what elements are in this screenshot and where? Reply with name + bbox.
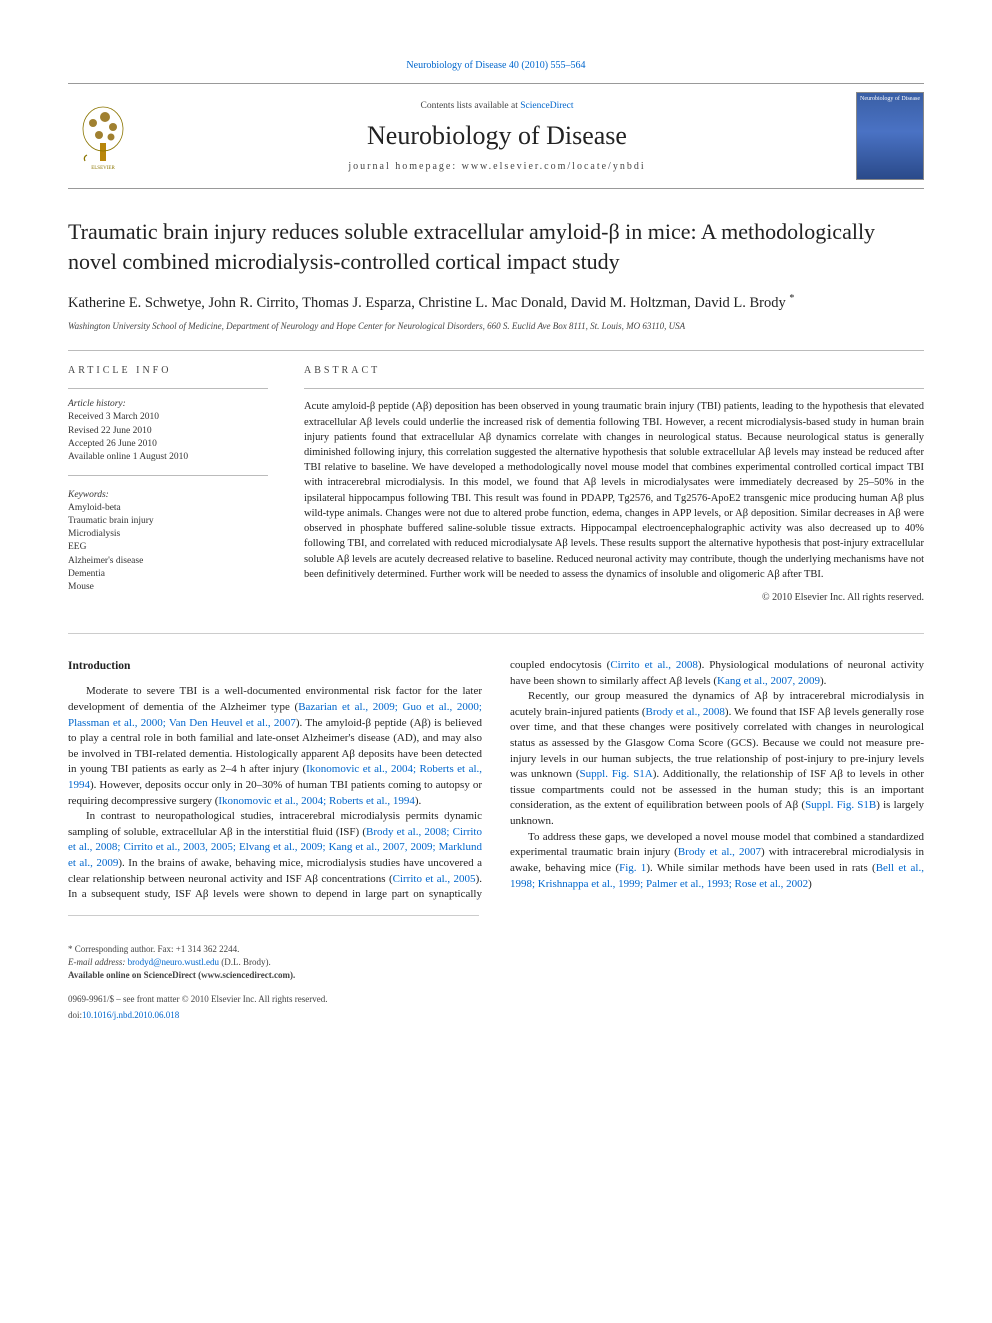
citation-link[interactable]: Cirrito et al., 2005 (393, 873, 476, 885)
svg-text:ELSEVIER: ELSEVIER (91, 166, 115, 171)
revised-date: Revised 22 June 2010 (68, 425, 268, 438)
keywords-label: Keywords: (68, 490, 268, 500)
intro-paragraph: To address these gaps, we developed a no… (510, 830, 924, 892)
doi: doi:10.1016/j.nbd.2010.06.018 (68, 1010, 479, 1020)
email-line: E-mail address: brodyd@neuro.wustl.edu (… (68, 957, 479, 967)
divider (68, 633, 924, 634)
citation-link[interactable]: Neurobiology of Disease 40 (2010) 555–56… (406, 60, 585, 71)
divider (68, 388, 268, 389)
intro-paragraph: Recently, our group measured the dynamic… (510, 689, 924, 829)
citation-link[interactable]: Cirrito et al., 2008 (610, 659, 698, 671)
keyword: EEG (68, 541, 268, 554)
journal-name: Neurobiology of Disease (150, 121, 844, 151)
keyword: Microdialysis (68, 528, 268, 541)
history-label: Article history: (68, 399, 268, 409)
divider (68, 475, 268, 476)
keyword: Dementia (68, 568, 268, 581)
copyright: © 2010 Elsevier Inc. All rights reserved… (304, 592, 924, 603)
keyword: Traumatic brain injury (68, 515, 268, 528)
citation-link[interactable]: Suppl. Fig. S1A (580, 768, 653, 780)
journal-banner: ELSEVIER Contents lists available at Sci… (68, 83, 924, 189)
email-link[interactable]: brodyd@neuro.wustl.edu (128, 957, 219, 967)
doi-link[interactable]: 10.1016/j.nbd.2010.06.018 (82, 1010, 179, 1020)
affiliation: Washington University School of Medicine… (68, 320, 924, 332)
availability: Available online on ScienceDirect (www.s… (68, 970, 479, 980)
citation-link[interactable]: Brody et al., 2008 (646, 706, 725, 718)
citation-link[interactable]: Ikonomovic et al., 2004; Roberts et al.,… (218, 795, 414, 807)
article-info-heading: article info (68, 365, 268, 376)
citation-link[interactable]: Brody et al., 2007 (678, 846, 761, 858)
abstract-text: Acute amyloid-β peptide (Aβ) deposition … (304, 399, 924, 582)
intro-paragraph: Moderate to severe TBI is a well-documen… (68, 684, 482, 809)
corresponding-author: * Corresponding author. Fax: +1 314 362 … (68, 944, 479, 954)
abstract-heading: abstract (304, 365, 924, 376)
citation-header: Neurobiology of Disease 40 (2010) 555–56… (68, 60, 924, 71)
front-matter: 0969-9961/$ – see front matter © 2010 El… (68, 994, 479, 1004)
introduction-heading: Introduction (68, 658, 482, 674)
corresponding-mark: * (789, 293, 794, 304)
elsevier-tree-icon: ELSEVIER (75, 101, 131, 171)
citation-link[interactable]: Fig. 1 (619, 862, 646, 874)
online-date: Available online 1 August 2010 (68, 451, 268, 464)
keyword: Amyloid-beta (68, 502, 268, 515)
sciencedirect-link[interactable]: ScienceDirect (520, 101, 573, 111)
author-list: Katherine E. Schwetye, John R. Cirrito, … (68, 292, 924, 314)
keyword: Mouse (68, 581, 268, 594)
journal-homepage: journal homepage: www.elsevier.com/locat… (150, 161, 844, 172)
divider (68, 350, 924, 351)
journal-cover-thumbnail: Neurobiology of Disease (856, 92, 924, 180)
accepted-date: Accepted 26 June 2010 (68, 438, 268, 451)
divider (68, 915, 479, 916)
received-date: Received 3 March 2010 (68, 411, 268, 424)
citation-link[interactable]: Kang et al., 2007, 2009 (717, 675, 820, 687)
divider (304, 388, 924, 389)
contents-available: Contents lists available at ScienceDirec… (150, 101, 844, 111)
elsevier-logo: ELSEVIER (68, 96, 138, 176)
keyword: Alzheimer's disease (68, 555, 268, 568)
citation-link[interactable]: Suppl. Fig. S1B (805, 799, 876, 811)
body-text: Introduction Moderate to severe TBI is a… (68, 658, 924, 903)
article-title: Traumatic brain injury reduces soluble e… (68, 217, 924, 276)
